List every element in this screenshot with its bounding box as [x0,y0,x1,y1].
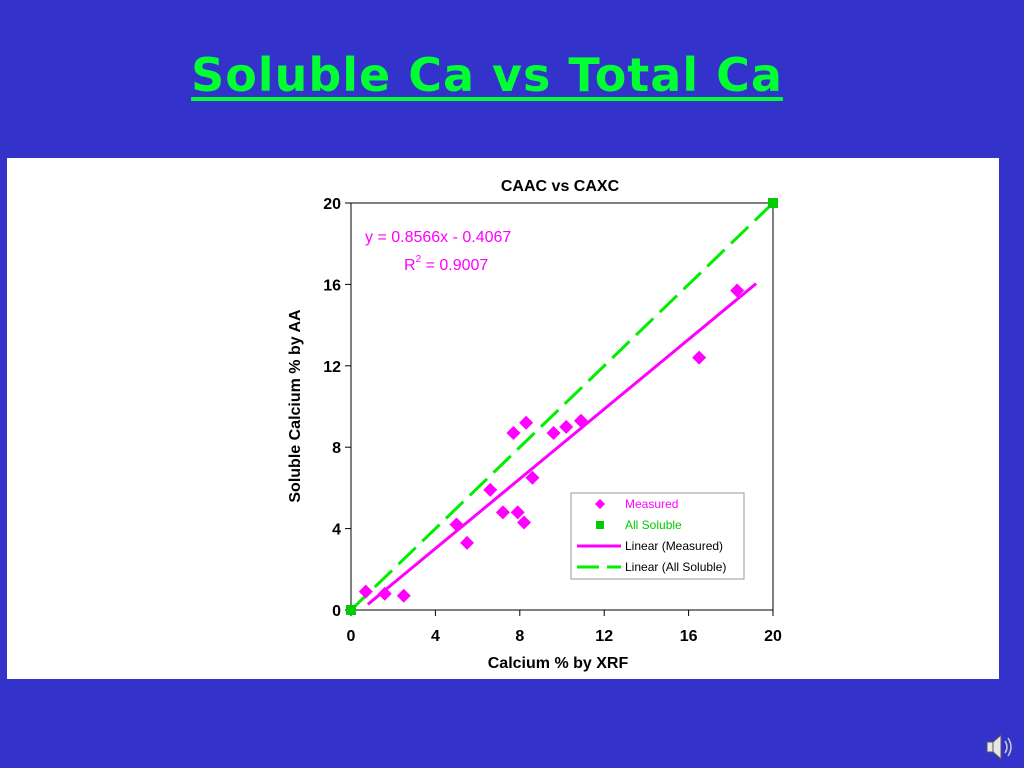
measured-point [460,535,475,550]
measured-point [483,482,498,497]
measured-point [525,470,540,485]
measured-point [358,584,373,599]
trendlines [349,201,775,612]
all-soluble-point [346,605,356,615]
r-squared-value: = 0.9007 [421,257,488,274]
chart-panel: CAAC vs CAXC 0 4 8 12 16 20 0 4 8 12 16 20 Soluble… [7,158,999,679]
legend: Measured All Soluble Linear (Measured) L… [570,492,745,580]
x-tick-label: 20 [764,628,782,645]
all-soluble-point [768,198,778,208]
measured-point [692,350,707,365]
chart: CAAC vs CAXC 0 4 8 12 16 20 0 4 8 12 16 20 Soluble… [287,178,782,672]
legend-measured-label: Measured [625,497,678,511]
y-tick-label: 0 [332,603,341,620]
trendline-linear-measured [366,282,758,606]
measured-point [546,425,561,440]
measured-point [559,419,574,434]
measured-point [449,517,464,532]
y-tick-label: 8 [332,440,341,457]
measured-point [573,413,588,428]
r-squared-prefix: R [404,257,416,274]
measured-point [730,283,745,298]
legend-all-soluble-marker [596,521,604,529]
x-tick-label: 0 [347,628,356,645]
x-tick-label: 16 [680,628,698,645]
r-squared-superscript: 2 [416,254,422,265]
y-tick-label: 4 [332,522,341,539]
slide-title: Soluble Ca vs Total Ca [191,48,783,102]
measured-point [396,588,411,603]
x-tick-label: 4 [431,628,440,645]
speaker-icon[interactable] [984,732,1016,762]
x-tick-label: 8 [515,628,524,645]
legend-linear-all-soluble-label: Linear (All Soluble) [625,560,726,574]
measured-point [506,425,521,440]
measured-point [510,505,525,520]
legend-linear-measured-label: Linear (Measured) [625,539,723,553]
legend-all-soluble-label: All Soluble [625,518,682,532]
chart-title: CAAC vs CAXC [501,178,620,195]
r-squared: R2 = 0.9007 [404,254,488,274]
measured-point [495,505,510,520]
measured-point [517,515,532,530]
measured-point [377,586,392,601]
regression-equation: y = 0.8566x - 0.4067 [365,229,511,246]
x-axis-label: Calcium % by XRF [488,655,629,672]
x-axis: 0 4 8 12 16 20 [347,610,782,645]
x-tick-label: 12 [595,628,613,645]
y-tick-label: 20 [323,196,341,213]
y-axis: 0 4 8 12 16 20 [323,196,351,620]
y-axis-label: Soluble Calcium % by AA [287,309,304,503]
legend-measured-marker [595,499,605,509]
measured-point [519,415,534,430]
y-tick-label: 16 [323,277,341,294]
data-points [346,198,778,615]
y-tick-label: 12 [323,359,341,376]
